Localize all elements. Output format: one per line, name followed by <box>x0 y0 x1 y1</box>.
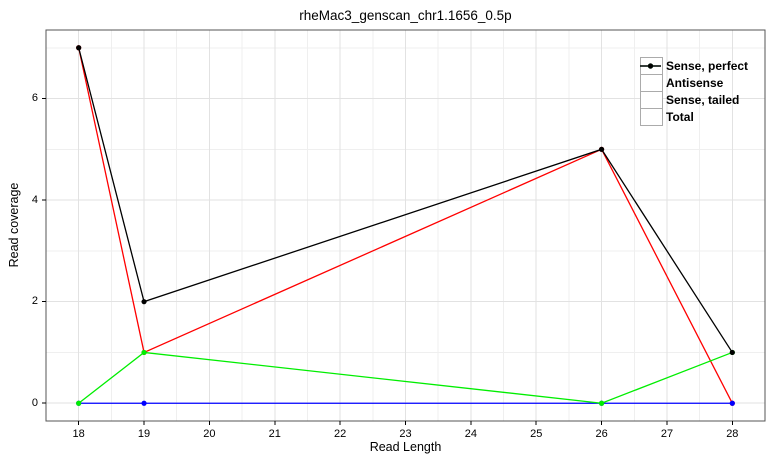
chart-title: rheMac3_genscan_chr1.1656_0.5p <box>299 8 512 23</box>
y-tick-label: 0 <box>31 396 38 409</box>
x-tick-label: 18 <box>72 428 85 440</box>
data-point <box>598 146 605 152</box>
legend-label: Sense, perfect <box>666 59 749 73</box>
axis-ticks <box>42 98 733 425</box>
y-tick-label: 2 <box>31 295 38 308</box>
data-point <box>141 400 147 406</box>
legend-item: Antisense <box>640 63 748 92</box>
data-point <box>598 400 605 406</box>
legend-line-sample <box>640 63 661 69</box>
x-tick-label: 26 <box>595 428 608 440</box>
data-point <box>141 349 147 356</box>
legend-label: Antisense <box>666 76 724 90</box>
legend-key <box>640 63 663 109</box>
legend: Sense, perfect Antisense Sense, tailed Tota… <box>640 57 749 126</box>
x-tick-label: 27 <box>660 428 674 440</box>
x-tick-label: 19 <box>137 428 151 440</box>
x-tick-label: 24 <box>464 428 477 440</box>
x-tick-label: 28 <box>726 428 739 440</box>
x-tick-label: 25 <box>530 428 543 440</box>
x-tick-label: 22 <box>334 428 347 440</box>
data-point <box>141 299 147 305</box>
data-point <box>729 349 735 356</box>
legend-key <box>640 63 663 126</box>
legend-label: Sense, tailed <box>666 93 740 107</box>
legend-item: Sense, tailed <box>640 63 748 109</box>
series-total <box>76 45 735 356</box>
x-tick-label: 21 <box>268 428 281 440</box>
data-point <box>729 400 735 406</box>
data-point <box>76 45 82 51</box>
data-point <box>76 400 82 406</box>
x-tick-label: 23 <box>399 428 412 440</box>
y-tick-label: 4 <box>31 193 38 206</box>
legend-key <box>640 63 663 92</box>
legend-label: Total <box>666 110 694 124</box>
legend-item: Total <box>640 63 748 126</box>
x-axis-label: Read Length <box>369 440 442 454</box>
y-tick-label: 6 <box>31 92 38 105</box>
x-tick-label: 20 <box>203 428 216 440</box>
